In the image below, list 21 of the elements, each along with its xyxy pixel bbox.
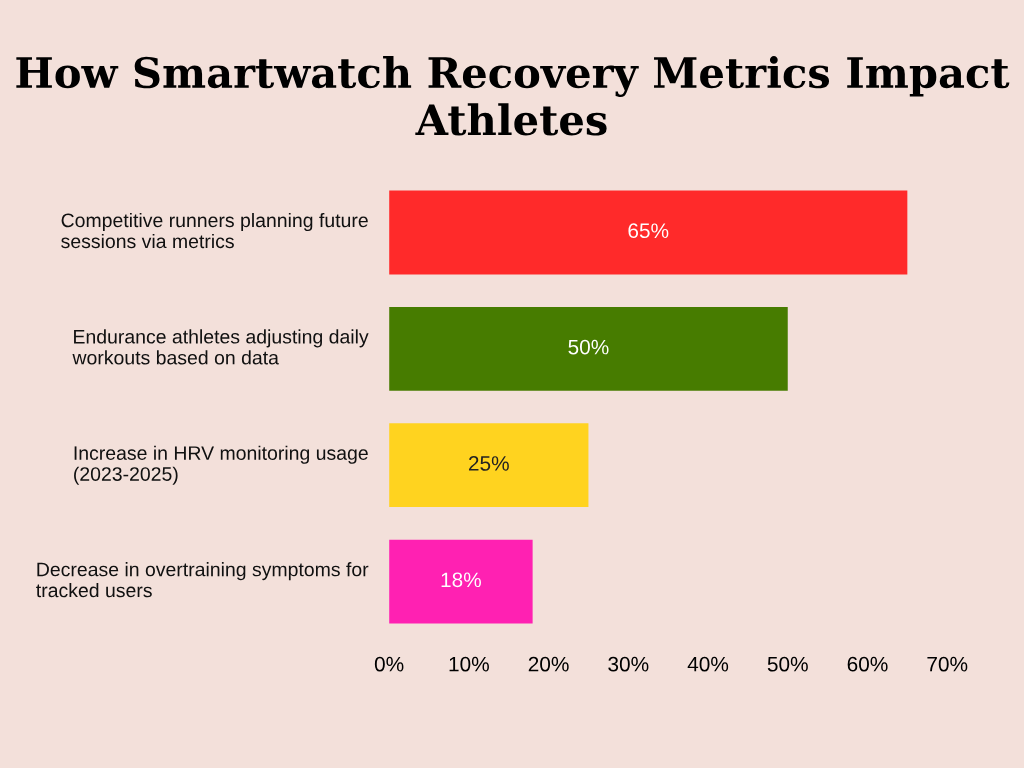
data-label: 65% [628, 223, 669, 239]
y-tick-label: Competitive runners planning future sessions via metrics [61, 212, 368, 249]
x-tick-label: 70% [927, 656, 968, 672]
bar [389, 423, 589, 508]
bar [389, 306, 788, 391]
x-tick-label: 30% [608, 656, 649, 672]
bar [389, 539, 533, 624]
x-tick-label: 20% [528, 656, 569, 672]
y-tick-label: Decrease in overtraining symptoms for tracked users [36, 562, 369, 598]
data-label: 18% [441, 572, 481, 588]
x-tick-label: 0% [374, 656, 404, 672]
chart-title: How Smartwatch Recovery Metrics Impact Athletes [16, 56, 1010, 136]
data-label: 25% [468, 456, 509, 471]
x-tick-label: 10% [449, 656, 489, 672]
data-label: 50% [568, 339, 609, 355]
bar [389, 190, 908, 275]
x-tick-label: 60% [847, 656, 888, 672]
y-tick-label: Increase in HRV monitoring usage (2023-2025) [74, 445, 368, 485]
y-tick-label: Endurance athletes adjusting daily workouts based on data [72, 329, 369, 365]
x-tick-label: 40% [687, 656, 729, 672]
x-tick-label: 50% [767, 656, 808, 672]
